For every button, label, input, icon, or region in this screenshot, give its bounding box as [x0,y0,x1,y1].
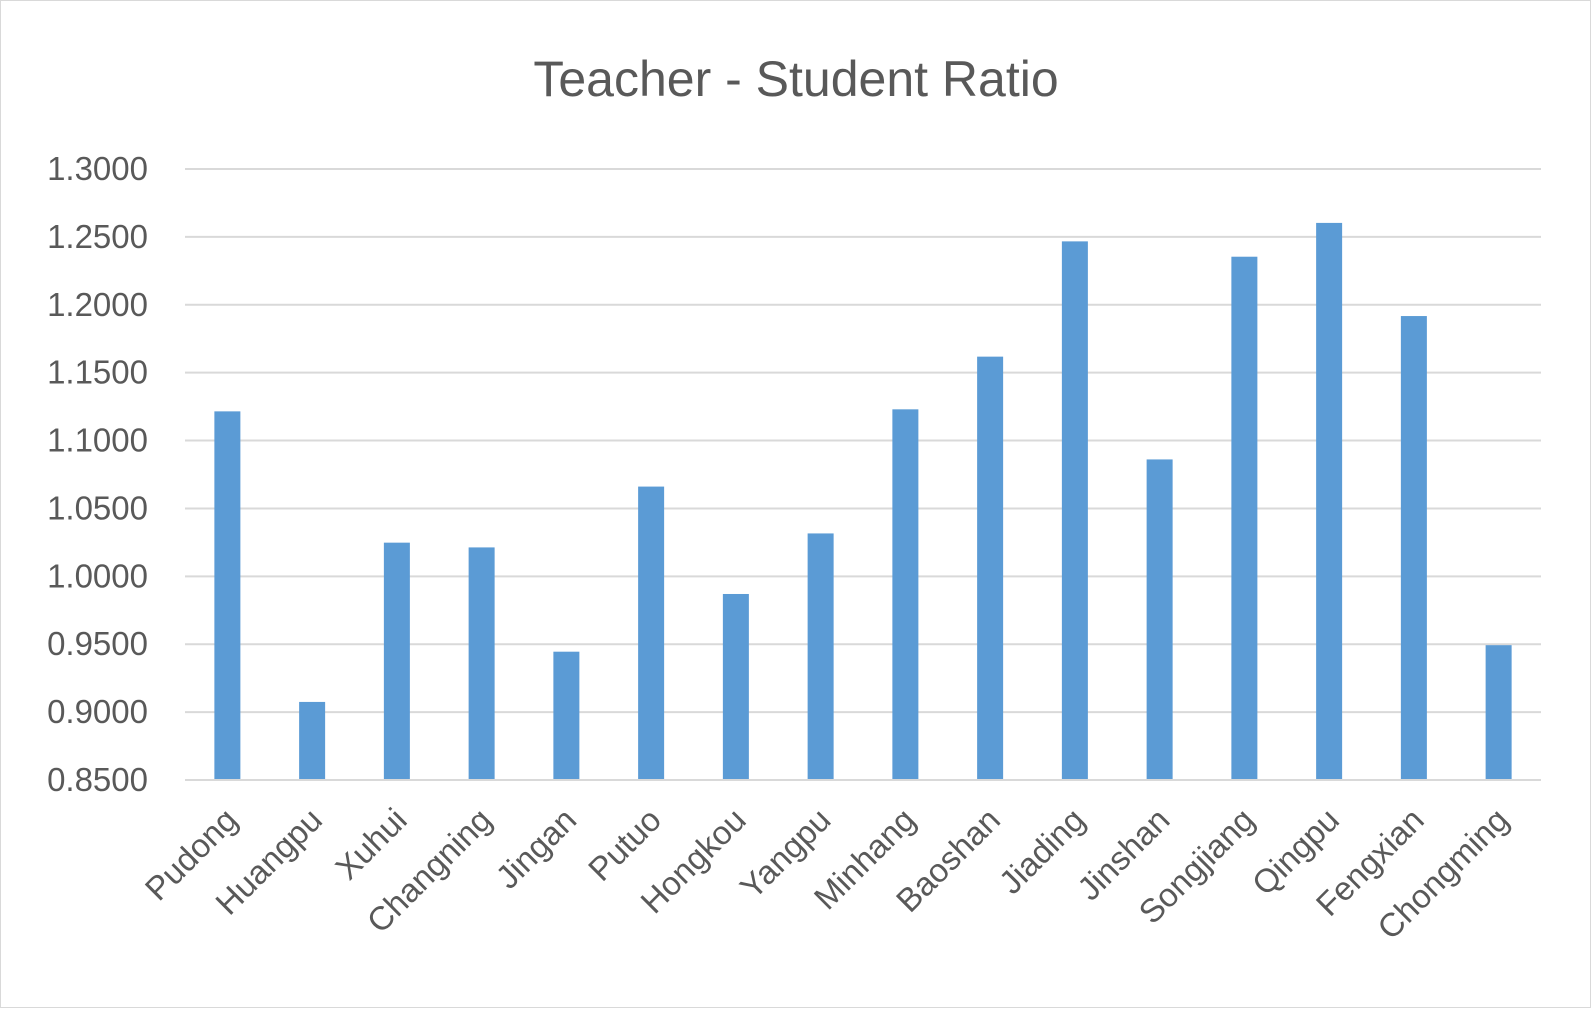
bars [214,222,1512,780]
y-tick-label: 1.2000 [47,286,148,323]
y-tick-label: 0.8500 [47,761,148,798]
bar-changning [468,547,495,780]
y-tick-label: 1.1000 [47,422,148,459]
y-axis-tick-labels: 0.8500 0.9000 0.9500 1.0000 1.0500 1.1000 1.15… [47,150,148,798]
y-tick-label: 1.1500 [47,354,148,391]
bar-songjiang [1231,256,1258,780]
bar-jinshan [1146,459,1173,780]
x-axis-category-labels: PudongHuangpuXuhuiChangningJinganPutuoHo… [138,801,1516,947]
y-tick-label: 1.0000 [47,557,148,594]
chart-title: Teacher - Student Ratio [533,51,1058,107]
y-tick-label: 0.9000 [47,693,148,730]
gridlines [185,168,1541,714]
bar-huangpu [299,701,326,780]
y-tick-label: 1.3000 [47,150,148,187]
bar-xuhui [383,542,410,780]
bar-qingpu [1316,222,1343,780]
x-category-label: Jingan [488,801,583,896]
bar-jiading [1061,241,1088,780]
y-tick-label: 0.9500 [47,625,148,662]
bar-putuo [638,486,665,780]
bar-yangpu [807,533,834,780]
bar-pudong [214,411,241,780]
bar-baoshan [977,356,1004,780]
bar-fengxian [1400,316,1427,780]
bar-hongkou [722,593,749,780]
bar-minhang [892,409,919,780]
y-tick-label: 1.0500 [47,489,148,526]
bar-chongming [1485,645,1512,780]
bar-jingan [553,651,580,780]
y-tick-label: 1.2500 [47,218,148,255]
